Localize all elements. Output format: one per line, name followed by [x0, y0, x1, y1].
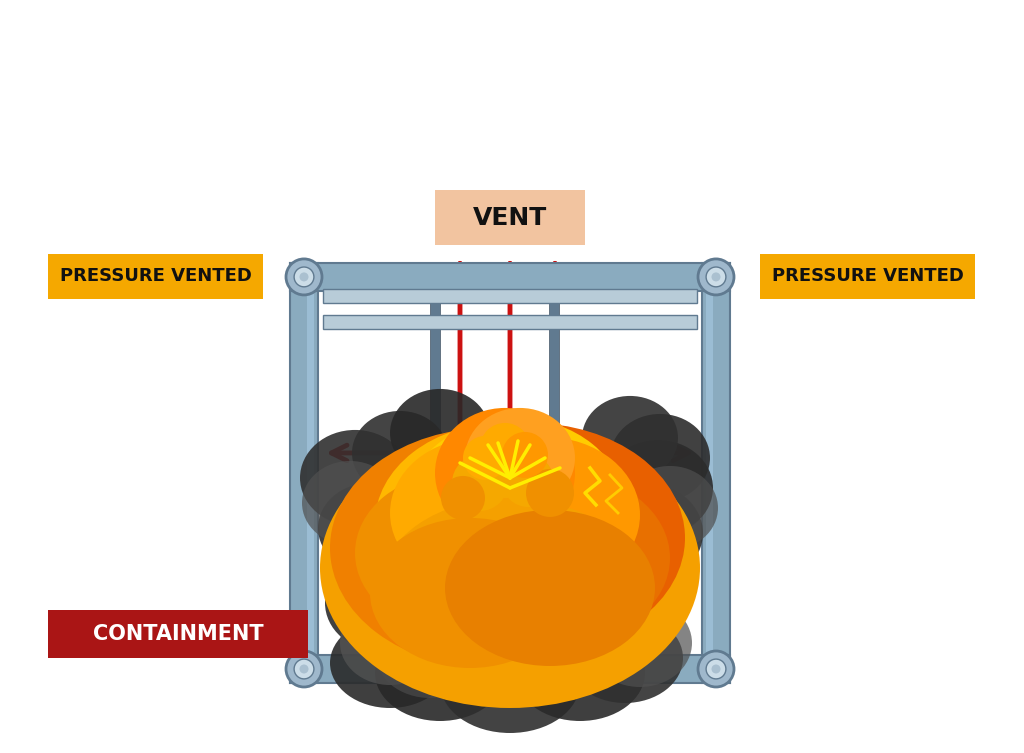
- Ellipse shape: [300, 430, 410, 526]
- Ellipse shape: [375, 423, 685, 653]
- Ellipse shape: [445, 588, 575, 688]
- Ellipse shape: [440, 633, 580, 733]
- Bar: [430, 291, 440, 655]
- Bar: [338, 55, 354, 66]
- Ellipse shape: [550, 513, 680, 623]
- Circle shape: [299, 664, 308, 673]
- Ellipse shape: [567, 613, 683, 703]
- Ellipse shape: [445, 510, 655, 666]
- Text: PRESSURE VENTED: PRESSURE VENTED: [771, 267, 964, 285]
- Circle shape: [299, 273, 308, 282]
- Ellipse shape: [450, 437, 640, 593]
- Bar: [323, 315, 697, 329]
- Ellipse shape: [430, 428, 590, 568]
- Text: PRESSURE VENTED: PRESSURE VENTED: [59, 267, 252, 285]
- Bar: [348, 37, 364, 66]
- Circle shape: [452, 455, 508, 511]
- Ellipse shape: [302, 461, 398, 545]
- Ellipse shape: [610, 414, 710, 502]
- Ellipse shape: [375, 608, 485, 698]
- Bar: [549, 291, 559, 655]
- Bar: [290, 263, 318, 683]
- Ellipse shape: [483, 575, 607, 671]
- Ellipse shape: [392, 543, 508, 643]
- Ellipse shape: [318, 483, 422, 573]
- Ellipse shape: [375, 625, 505, 721]
- Circle shape: [441, 476, 485, 520]
- Ellipse shape: [355, 506, 475, 610]
- Ellipse shape: [390, 438, 570, 588]
- Ellipse shape: [319, 428, 700, 708]
- FancyBboxPatch shape: [48, 610, 308, 658]
- Circle shape: [502, 455, 554, 507]
- Ellipse shape: [588, 599, 692, 687]
- Ellipse shape: [460, 448, 560, 538]
- Circle shape: [480, 423, 530, 473]
- Text: VENT: VENT: [473, 206, 547, 230]
- Ellipse shape: [622, 466, 718, 550]
- Ellipse shape: [450, 473, 670, 643]
- Ellipse shape: [375, 423, 635, 623]
- Circle shape: [286, 259, 322, 295]
- Circle shape: [712, 273, 721, 282]
- Ellipse shape: [515, 625, 645, 721]
- Circle shape: [463, 436, 507, 480]
- Bar: [338, 66, 374, 78]
- Ellipse shape: [352, 411, 449, 495]
- Text: CONTAINMENT: CONTAINMENT: [93, 624, 263, 644]
- FancyBboxPatch shape: [760, 254, 975, 299]
- Circle shape: [526, 469, 574, 517]
- Ellipse shape: [520, 546, 640, 650]
- Circle shape: [712, 664, 721, 673]
- Ellipse shape: [340, 601, 440, 685]
- Ellipse shape: [435, 408, 575, 538]
- Circle shape: [707, 659, 726, 679]
- Ellipse shape: [587, 483, 703, 583]
- Ellipse shape: [582, 396, 678, 480]
- Ellipse shape: [418, 575, 542, 671]
- Circle shape: [707, 267, 726, 287]
- Bar: [707, 277, 713, 655]
- Circle shape: [502, 432, 548, 478]
- Bar: [702, 263, 730, 683]
- Ellipse shape: [465, 408, 575, 508]
- Bar: [290, 655, 730, 683]
- FancyBboxPatch shape: [435, 190, 585, 245]
- Bar: [290, 263, 730, 291]
- Text: BLAST PRESSURE EFFECTS: BLAST PRESSURE EFFECTS: [236, 26, 924, 72]
- Circle shape: [698, 259, 734, 295]
- Ellipse shape: [325, 555, 435, 651]
- Bar: [338, 41, 374, 53]
- Circle shape: [475, 438, 535, 498]
- Ellipse shape: [330, 428, 650, 668]
- Ellipse shape: [603, 440, 713, 536]
- Bar: [323, 289, 697, 303]
- Bar: [358, 55, 374, 78]
- Circle shape: [698, 651, 734, 687]
- FancyBboxPatch shape: [48, 254, 263, 299]
- Bar: [330, 23, 382, 37]
- Circle shape: [286, 651, 322, 687]
- Ellipse shape: [406, 418, 625, 598]
- Ellipse shape: [390, 389, 490, 477]
- Ellipse shape: [330, 618, 450, 708]
- Ellipse shape: [370, 518, 570, 668]
- Circle shape: [294, 267, 314, 287]
- Ellipse shape: [380, 498, 640, 678]
- Bar: [307, 277, 313, 655]
- Ellipse shape: [355, 473, 555, 633]
- Circle shape: [294, 659, 314, 679]
